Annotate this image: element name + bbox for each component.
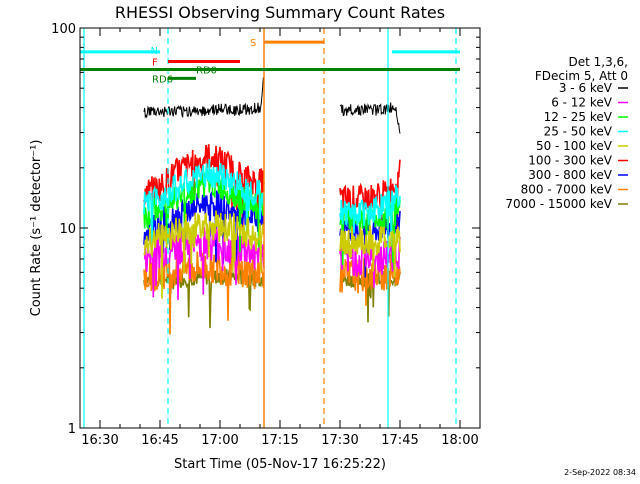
timestamp: 2-Sep-2022 08:34 [564,468,636,477]
legend-entry-label: 100 - 300 keV [528,154,612,168]
series-line-3-6-kev-seg2 [339,102,401,134]
legend-entry-label: 800 - 7000 keV [521,183,613,197]
series-line-3-6-kev-seg1 [143,76,265,119]
legend-entry-label: 7000 - 15000 keV [505,197,612,211]
flag-label-f: F [152,57,158,68]
legend-entry-label: 12 - 25 keV [544,110,613,124]
y-tick-label: 10 [59,222,76,237]
plot-layer: NF RD0 RD6 S [80,28,460,428]
legend-header-line: Det 1,3,6, [569,55,629,69]
x-tick-label: 17:15 [261,433,298,448]
series-line-300-800-kev-seg1 [143,190,265,265]
series-line-800-7000-kev-seg2 [339,253,401,306]
flag-label-rd6: RD6 [152,74,173,85]
x-tick-label: 17:00 [201,433,238,448]
y-tick-label: 100 [51,22,76,37]
legend-entry-label: 300 - 800 keV [528,168,612,182]
flag-label-n: N [151,46,158,57]
y-tick-label: 1 [68,422,76,437]
series-line-50-100-kev-seg1 [143,210,265,299]
series-line-50-100-kev-seg2 [339,225,401,278]
legend-entry-label: 6 - 12 keV [551,96,613,110]
legend-entry-label: 3 - 6 keV [559,81,613,95]
x-tick-label: 17:45 [381,433,418,448]
x-tick-label: 17:30 [321,433,358,448]
x-tick-label: 16:45 [141,433,178,448]
series-line-25-50-kev-seg2 [339,184,401,246]
y-axis-label: Count Rate (s⁻¹ detector⁻¹) [29,140,44,317]
chart-title: RHESSI Observing Summary Count Rates [115,3,445,22]
flag-label-s: S [250,38,256,49]
legend-entry-label: 25 - 50 keV [544,125,613,139]
x-axis-label: Start Time (05-Nov-17 16:25:22) [174,457,386,472]
x-tick-label: 18:00 [441,433,478,448]
axes-layer: 16:30 16:45 17:00 17:15 17:30 17:45 18:00 1 10 10… [51,22,481,448]
x-tick-label: 16:30 [81,433,118,448]
flag-label-rd0: RD0 [196,66,217,77]
legend-header-line: FDecim 5, Att 0 [535,69,628,83]
series-line-25-50-kev-seg1 [143,159,265,258]
legend-entry-label: 50 - 100 keV [536,139,613,153]
